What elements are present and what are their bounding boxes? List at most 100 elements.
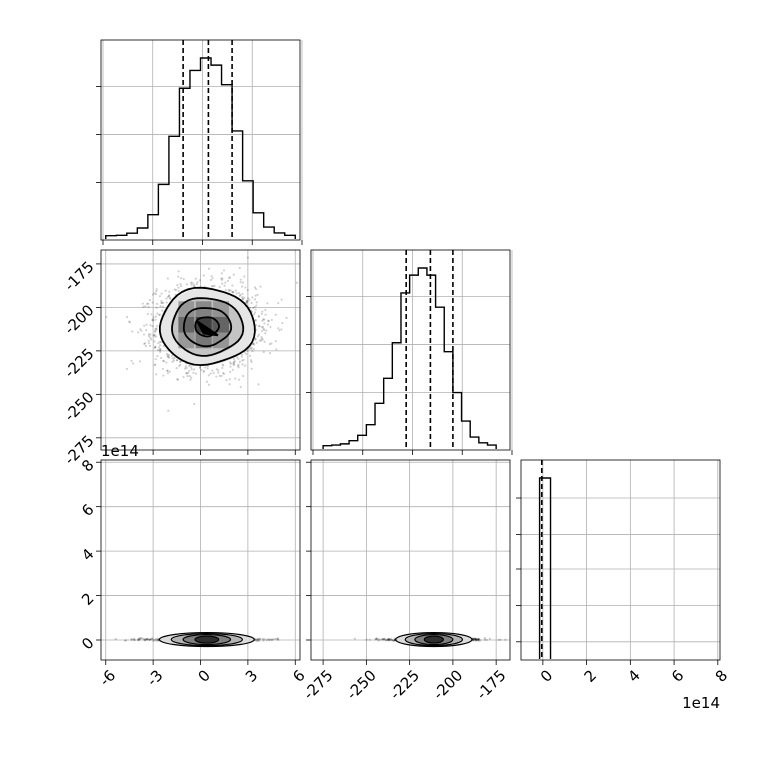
scatter-point bbox=[176, 378, 179, 381]
x-tick-label: 2 bbox=[581, 666, 600, 685]
scatter-point bbox=[260, 337, 263, 340]
scatter-point bbox=[198, 366, 201, 370]
scatter-point bbox=[192, 283, 196, 286]
scatter-point bbox=[155, 327, 158, 330]
scatter-point bbox=[213, 284, 216, 287]
scatter-point bbox=[151, 293, 154, 296]
scatter-point bbox=[392, 639, 395, 642]
scatter-point bbox=[162, 374, 165, 377]
scatter-point bbox=[177, 275, 180, 278]
scatter-point bbox=[388, 639, 391, 642]
scatter-point bbox=[185, 366, 188, 370]
scatter-point bbox=[153, 330, 157, 333]
scatter-point bbox=[471, 638, 475, 641]
scatter-point bbox=[154, 293, 157, 296]
scatter-point bbox=[242, 281, 245, 284]
scatter-point bbox=[206, 365, 209, 368]
scatter-point bbox=[386, 638, 389, 641]
scatter-point bbox=[136, 331, 140, 334]
scatter-point bbox=[145, 328, 148, 332]
scatter-point bbox=[154, 329, 157, 332]
scatter-point bbox=[252, 307, 255, 310]
scatter-point bbox=[166, 369, 169, 372]
scatter-point bbox=[137, 638, 140, 641]
scatter-point bbox=[151, 637, 154, 640]
scatter-point bbox=[252, 342, 255, 345]
scatter-point bbox=[254, 294, 257, 297]
scatter-point bbox=[154, 328, 157, 331]
scatter-point bbox=[171, 357, 175, 360]
scatter-point bbox=[257, 639, 261, 643]
scatter-point bbox=[140, 329, 143, 332]
scatter-point bbox=[237, 291, 240, 295]
scatter-point bbox=[377, 639, 380, 642]
scatter-point bbox=[211, 277, 214, 280]
scatter-point bbox=[257, 314, 260, 318]
scatter-point bbox=[157, 638, 160, 641]
scatter-point bbox=[238, 266, 241, 270]
scatter-point bbox=[151, 301, 154, 304]
scatter-point bbox=[150, 313, 153, 316]
scatter-point bbox=[190, 376, 193, 379]
scatter-point bbox=[146, 638, 149, 641]
scatter-point bbox=[274, 637, 277, 640]
scatter-point bbox=[256, 638, 260, 641]
scatter-point bbox=[255, 341, 258, 344]
scatter-point bbox=[232, 357, 236, 361]
scatter-point bbox=[255, 640, 258, 643]
scatter-point bbox=[151, 319, 154, 322]
scatter-point bbox=[277, 327, 280, 330]
scatter-point bbox=[388, 638, 391, 642]
panel-joint-param-1-param-2: -175-200-225-250-275 bbox=[61, 249, 301, 468]
scatter-point bbox=[260, 339, 263, 342]
scatter-point bbox=[190, 368, 193, 371]
scatter-point bbox=[154, 638, 157, 641]
scatter-point bbox=[168, 296, 171, 299]
scatter-point bbox=[130, 359, 133, 362]
scatter-point bbox=[179, 284, 183, 288]
scatter-point bbox=[147, 302, 150, 305]
scatter-point bbox=[387, 638, 391, 641]
y-tick-label: 8 bbox=[78, 456, 97, 475]
scatter-point bbox=[278, 329, 281, 332]
scatter-point bbox=[245, 299, 248, 302]
scatter-point bbox=[156, 637, 159, 640]
scatter-point bbox=[476, 638, 480, 641]
scatter-point bbox=[158, 314, 161, 317]
scatter-point bbox=[175, 288, 178, 291]
scatter-point bbox=[105, 315, 108, 319]
scatter-point bbox=[483, 636, 487, 640]
scatter-point bbox=[477, 638, 480, 641]
scatter-point bbox=[146, 638, 149, 641]
scatter-point bbox=[262, 327, 265, 330]
x-tick-label: -250 bbox=[343, 666, 380, 703]
scatter-point bbox=[389, 637, 393, 640]
x-tick-label: 0 bbox=[537, 666, 556, 685]
x-tick-label: 8 bbox=[712, 666, 731, 685]
scatter-point bbox=[237, 357, 240, 360]
scatter-point bbox=[152, 639, 155, 643]
scatter-point bbox=[280, 328, 283, 331]
scatter-point bbox=[222, 372, 226, 376]
scatter-point bbox=[255, 301, 258, 304]
scatter-point bbox=[391, 639, 395, 642]
scatter-point bbox=[477, 638, 480, 641]
scatter-point bbox=[149, 333, 152, 336]
x-tick-label: -275 bbox=[300, 666, 337, 703]
scatter-point bbox=[256, 293, 259, 296]
scatter-point bbox=[140, 636, 144, 640]
scatter-point bbox=[143, 342, 146, 346]
scatter-point bbox=[382, 638, 385, 641]
scatter-point bbox=[207, 383, 211, 386]
scatter-point bbox=[165, 297, 168, 300]
scatter-point bbox=[237, 378, 241, 381]
scatter-point bbox=[260, 335, 263, 339]
scatter-point bbox=[167, 294, 171, 298]
histogram-step bbox=[322, 267, 497, 449]
plot-area bbox=[114, 631, 280, 648]
scatter-point bbox=[166, 277, 169, 280]
scatter-point bbox=[147, 333, 150, 336]
scatter-point bbox=[228, 290, 231, 293]
scatter-point bbox=[238, 360, 241, 363]
scatter-point bbox=[198, 279, 201, 282]
